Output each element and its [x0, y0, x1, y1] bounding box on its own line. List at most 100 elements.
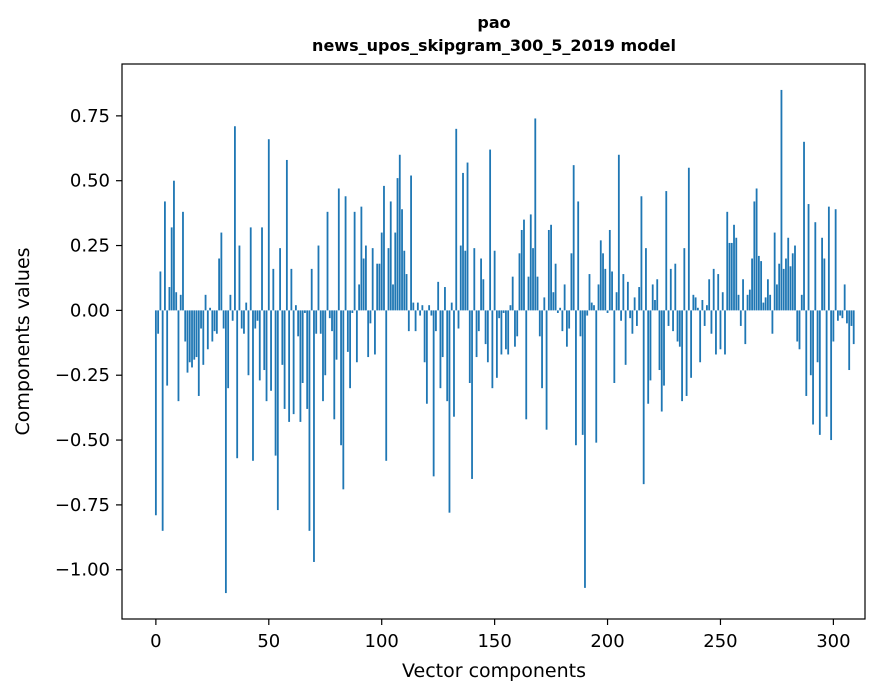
bar-145 [482, 279, 485, 311]
bar-120 [425, 310, 428, 404]
bar-213 [636, 310, 638, 326]
bar-68 [308, 310, 311, 531]
bar-76 [326, 211, 329, 311]
bar-184 [570, 253, 573, 311]
bar-36 [236, 310, 239, 459]
bar-179 [559, 307, 562, 311]
bar-105 [392, 284, 394, 311]
bar-119 [423, 310, 426, 363]
bar-143 [477, 310, 480, 332]
y-tick-label-0: −1.00 [55, 560, 110, 581]
bar-98 [376, 263, 379, 311]
bar-215 [640, 196, 643, 311]
bar-19 [197, 310, 200, 396]
bar-242 [701, 300, 704, 311]
bar-26 [213, 310, 216, 332]
bar-185 [572, 165, 575, 311]
bar-24 [209, 307, 211, 311]
bar-158 [511, 276, 514, 311]
bar-140 [471, 310, 473, 479]
bar-65 [301, 310, 304, 383]
bar-20 [200, 310, 202, 329]
y-axis-ticks: −1.00 −0.75 −0.50 −0.25 0.00 0.25 0.50 0.75 [55, 106, 122, 581]
bar-233 [681, 310, 683, 402]
bar-285 [798, 310, 801, 350]
bar-129 [446, 310, 449, 402]
x-tick-label-50: 50 [257, 631, 280, 652]
bar-187 [577, 201, 580, 311]
bar-272 [769, 294, 772, 311]
bar-15 [188, 310, 191, 363]
bar-106 [394, 232, 397, 311]
bar-231 [676, 310, 679, 342]
bar-137 [464, 250, 467, 311]
bar-12 [182, 211, 184, 311]
bar-295 [821, 237, 823, 311]
bar-110 [403, 250, 406, 311]
bar-42 [249, 227, 252, 311]
bar-64 [299, 310, 302, 422]
bar-121 [428, 305, 431, 311]
y-axis-label: Components values [12, 247, 34, 435]
bar-209 [626, 281, 629, 311]
bar-283 [794, 245, 796, 311]
bar-218 [647, 310, 650, 404]
bar-160 [516, 310, 519, 337]
bar-30 [222, 310, 225, 329]
x-tick-label-300: 300 [816, 631, 850, 652]
bar-271 [766, 279, 769, 311]
bar-238 [692, 294, 695, 311]
bar-227 [667, 310, 670, 326]
bar-117 [419, 310, 422, 316]
bar-220 [651, 284, 654, 311]
bar-193 [590, 302, 593, 311]
bar-114 [412, 302, 415, 311]
bar-181 [563, 284, 566, 311]
bar-169 [536, 276, 539, 311]
bar-239 [694, 297, 697, 311]
bar-172 [543, 297, 546, 311]
bar-297 [825, 310, 828, 417]
bar-294 [818, 310, 821, 435]
bar-232 [678, 310, 681, 347]
bar-293 [816, 310, 819, 363]
bar-260 [742, 279, 744, 311]
bar-265 [753, 201, 756, 311]
bar-115 [414, 310, 417, 332]
bar-261 [744, 310, 747, 345]
bar-226 [665, 191, 668, 311]
bar-247 [712, 268, 715, 311]
bar-3 [161, 310, 164, 531]
y-tick-label-2: −0.50 [55, 430, 110, 451]
bar-212 [633, 297, 636, 311]
bar-252 [724, 310, 726, 355]
bar-52 [272, 268, 275, 311]
bar-280 [787, 237, 790, 311]
bar-214 [638, 287, 641, 311]
bar-157 [509, 305, 512, 311]
bar-100 [380, 232, 383, 311]
bar-175 [550, 224, 552, 311]
bar-279 [785, 258, 787, 311]
bar-45 [256, 310, 259, 321]
bar-49 [265, 310, 268, 402]
bar-276 [778, 263, 781, 311]
bar-131 [450, 302, 453, 311]
bar-166 [529, 214, 532, 311]
bar-155 [505, 310, 507, 350]
bar-9 [175, 292, 178, 311]
bar-82 [340, 310, 342, 446]
bar-194 [593, 305, 595, 311]
bar-83 [342, 310, 345, 490]
bar-206 [620, 310, 622, 321]
bar-217 [645, 248, 647, 311]
bar-66 [304, 310, 306, 313]
x-tick-label-100: 100 [365, 631, 399, 652]
bar-70 [313, 310, 315, 562]
bar-178 [556, 310, 559, 313]
bar-165 [527, 276, 530, 311]
bar-128 [444, 287, 446, 311]
bar-174 [547, 229, 550, 311]
bar-28 [218, 258, 221, 311]
bar-6 [168, 287, 171, 311]
